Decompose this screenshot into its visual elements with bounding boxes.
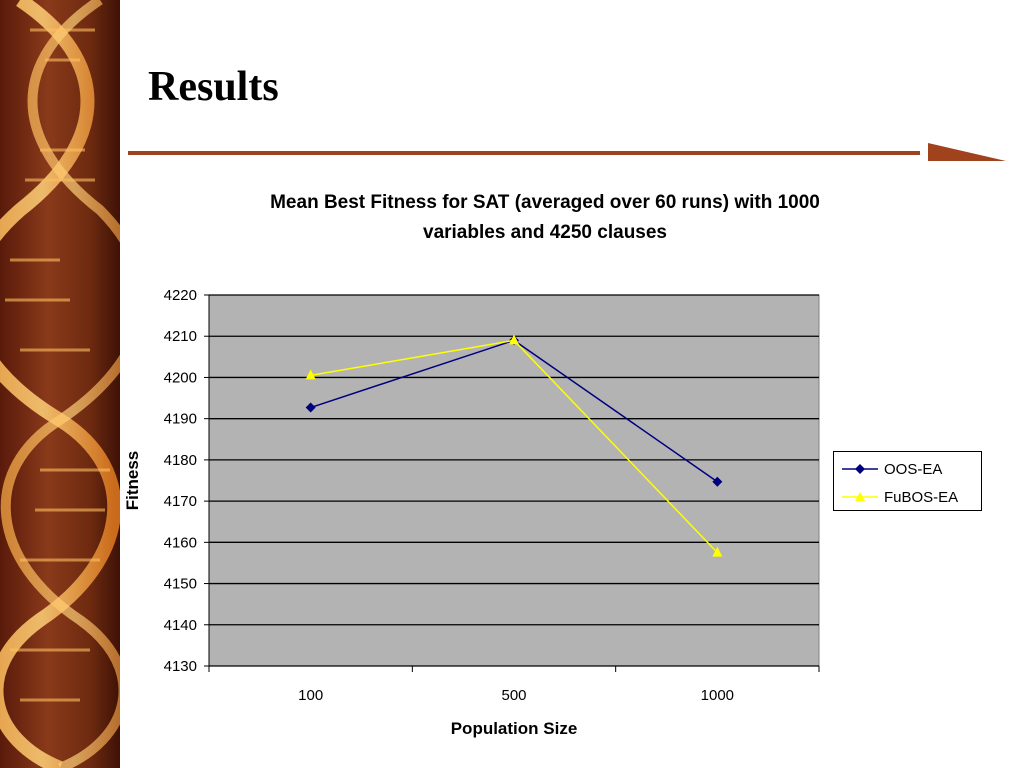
y-tick-label-4180: 4180: [164, 452, 197, 469]
y-tick-label-4200: 4200: [164, 369, 197, 386]
data-point-oos-ea-1000: [712, 476, 723, 487]
slide-title: Results: [148, 64, 279, 110]
chart-title: Mean Best Fitness for SAT (averaged over…: [210, 188, 880, 248]
title-divider: [128, 151, 920, 155]
chart-title-line-2: variables and 4250 clauses: [423, 222, 667, 243]
data-point-fubos-ea-500: [509, 334, 519, 345]
legend-label-fubos-ea: FuBOS-EA: [884, 488, 959, 506]
data-point-oos-ea-100: [305, 402, 316, 413]
legend-marker-diamond-icon: [842, 464, 878, 474]
legend-marker-triangle-icon: [842, 492, 878, 501]
legend-item-oos-ea: OOS-EA: [842, 459, 942, 479]
y-tick-label-4220: 4220: [164, 287, 197, 304]
legend-item-fubos-ea: FuBOS-EA: [842, 487, 958, 507]
legend-label-oos-ea: OOS-EA: [884, 460, 943, 478]
plot-area: [208, 294, 820, 667]
y-tick-label-4140: 4140: [164, 617, 197, 634]
y-axis-title: Fitness: [123, 451, 142, 511]
x-tick-label-500: 500: [501, 687, 526, 704]
data-point-fubos-ea-1000: [712, 546, 723, 557]
arrow-accent-icon: [928, 143, 1006, 161]
chart-legend: OOS-EA FuBOS-EA: [833, 451, 982, 511]
x-axis-title: Population Size: [451, 719, 578, 738]
y-tick-label-4150: 4150: [164, 576, 197, 593]
dna-helix-decoration: [0, 0, 120, 768]
y-tick-label-4130: 4130: [164, 658, 197, 675]
y-tick-label-4160: 4160: [164, 534, 197, 551]
data-point-fubos-ea-100: [305, 369, 316, 380]
y-tick-label-4170: 4170: [164, 493, 197, 510]
x-tick-label-1000: 1000: [701, 687, 734, 704]
chart-title-line-1: Mean Best Fitness for SAT (averaged over…: [270, 192, 820, 213]
y-tick-label-4190: 4190: [164, 411, 197, 428]
x-tick-label-100: 100: [298, 687, 323, 704]
y-tick-label-4210: 4210: [164, 328, 197, 345]
